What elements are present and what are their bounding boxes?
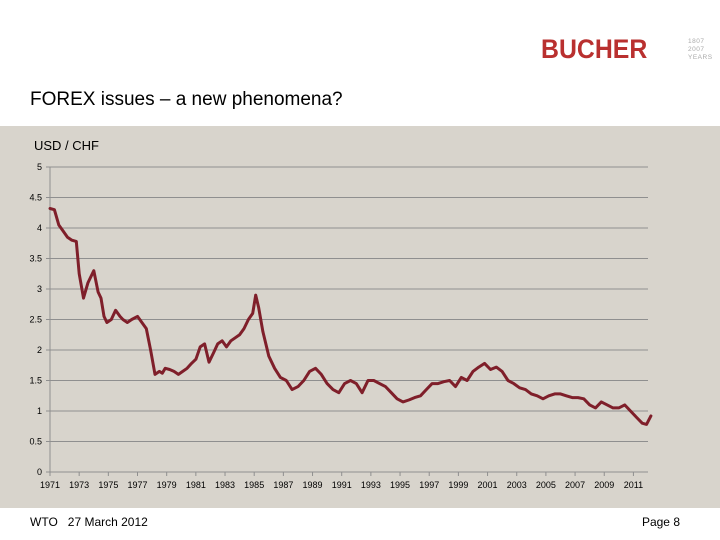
x-tick-label: 2001: [478, 480, 498, 490]
x-tick-label: 1987: [273, 480, 293, 490]
chart-grid: [49, 166, 648, 473]
x-tick-label: 1973: [69, 480, 89, 490]
anniversary-tag: 1807 2007 YEARS: [688, 38, 716, 62]
y-tick-label: 1.5: [29, 376, 42, 386]
chart-panel: USD / CHF 0 0.5 1 1.5 2 2.5 3 3.5 4 4.5 5 1971 1973…: [0, 126, 720, 508]
x-tick-label: 1999: [448, 480, 468, 490]
x-tick-label: 1971: [40, 480, 60, 490]
page-number: Page 8: [641, 515, 680, 529]
y-tick-label: 4: [37, 223, 42, 233]
x-tick-label: 1991: [332, 480, 352, 490]
y-tick-label: 2: [37, 345, 42, 355]
y-tick-label: 3: [37, 284, 42, 294]
series-line-usd-chf: [48, 207, 653, 426]
y-tick-label: 0: [37, 467, 42, 477]
y-tick-label: 1: [37, 406, 42, 416]
x-tick-label: 2005: [536, 480, 556, 490]
footer-left: WTO 27 March 2012: [30, 515, 148, 529]
x-tick-label: 1979: [157, 480, 177, 490]
x-tick-label: 2003: [507, 480, 527, 490]
chart-series: [48, 207, 653, 426]
bucher-logo: BUCHER: [541, 34, 648, 64]
footer-org: WTO: [30, 515, 58, 529]
y-tick-label: 3.5: [29, 254, 42, 264]
x-tick-label: 2011: [624, 480, 643, 490]
anniversary-tag-line: YEARS: [688, 54, 713, 61]
x-tick-label: 2007: [565, 480, 585, 490]
y-tick-label: 5: [37, 162, 42, 172]
chart-title: USD / CHF: [34, 138, 99, 153]
x-tick-label: 1983: [215, 480, 235, 490]
x-tick-label: 1981: [186, 480, 206, 490]
x-tick-label: 1993: [361, 480, 381, 490]
anniversary-tag-line: 1807: [688, 38, 705, 45]
slide-title: FOREX issues – a new phenomena?: [30, 89, 343, 110]
footer-date: 27 March 2012: [67, 515, 148, 529]
x-tick-label: 2009: [594, 480, 614, 490]
y-tick-label: 2.5: [29, 315, 42, 325]
anniversary-tag-line: 2007: [688, 46, 705, 53]
x-tick-label: 1977: [127, 480, 147, 490]
x-tick-label: 1985: [244, 480, 264, 490]
y-tick-label: 0.5: [29, 437, 42, 447]
x-tick-label: 1989: [303, 480, 323, 490]
y-tick-label: 4.5: [29, 193, 42, 203]
usd-chf-line-chart: USD / CHF 0 0.5 1 1.5 2 2.5 3 3.5 4 4.5 5 1971 1973…: [29, 138, 653, 490]
y-axis-ticks: 0 0.5 1 1.5 2 2.5 3 3.5 4 4.5 5: [29, 162, 50, 477]
x-tick-label: 1997: [419, 480, 439, 490]
x-tick-label: 1975: [98, 480, 118, 490]
x-tick-label: 1995: [390, 480, 410, 490]
x-axis-ticks: 1971 1973 1975 1977 1979 1981 1983 1985 1987 1989…: [40, 472, 643, 490]
